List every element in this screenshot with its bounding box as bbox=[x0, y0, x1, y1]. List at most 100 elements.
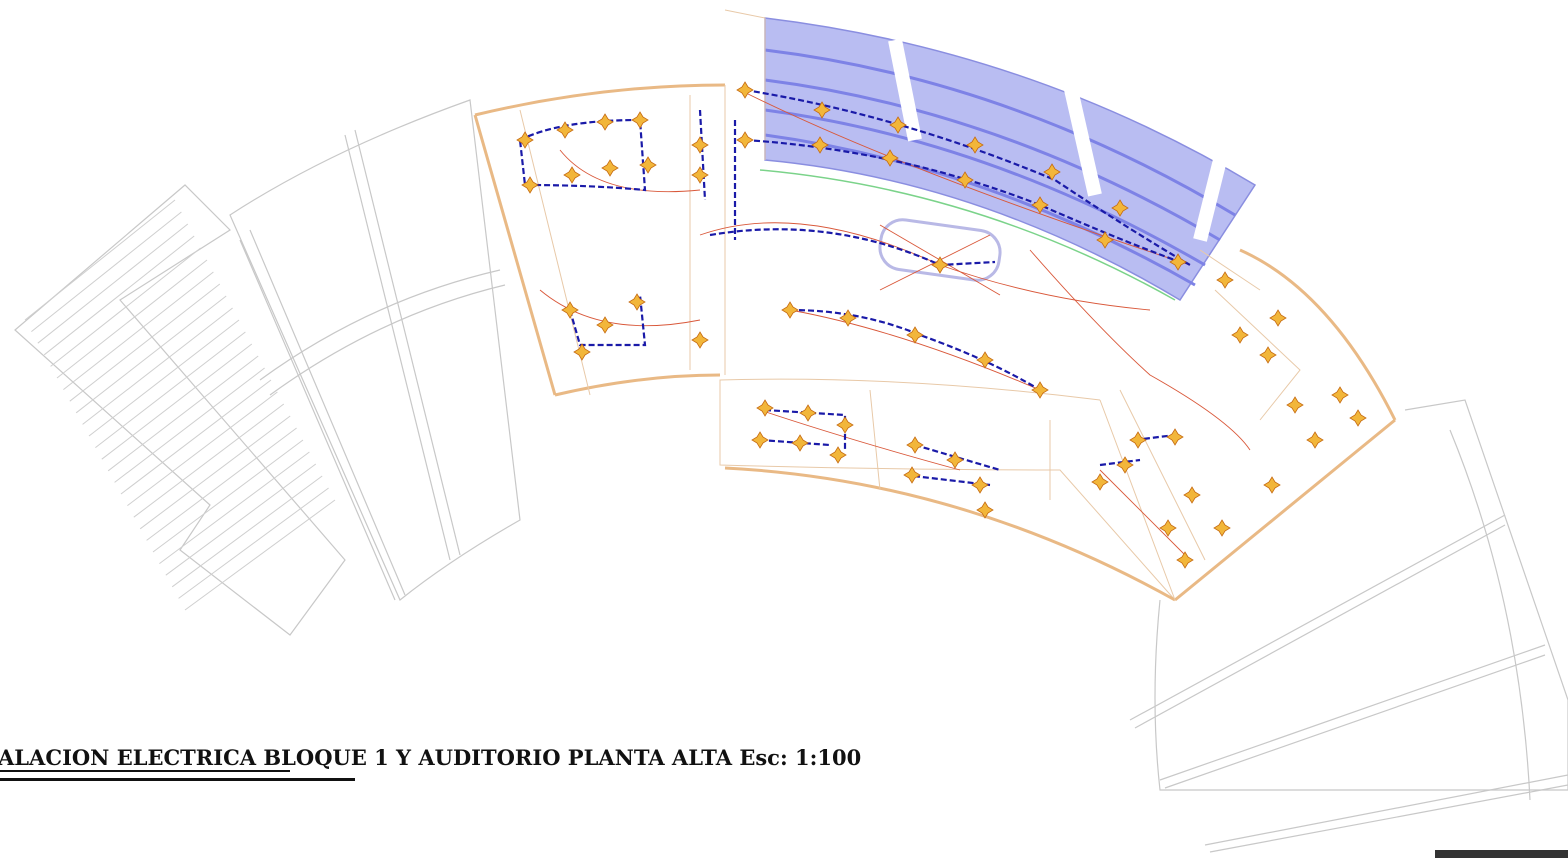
light-fixture bbox=[596, 316, 614, 334]
stair-rung bbox=[152, 439, 304, 553]
stair-rung bbox=[184, 499, 336, 611]
light-fixture bbox=[596, 113, 614, 131]
light-fixture bbox=[813, 101, 831, 119]
light-fixture bbox=[1231, 326, 1249, 344]
light-fixture bbox=[573, 343, 591, 361]
stair-rung bbox=[114, 367, 265, 483]
light-fixture bbox=[1031, 196, 1049, 214]
stair-rung bbox=[120, 379, 272, 495]
light-fixture bbox=[756, 399, 774, 417]
light-fixture bbox=[691, 331, 709, 349]
stair-rung bbox=[75, 295, 227, 414]
light-fixture bbox=[839, 309, 857, 327]
stair-rung bbox=[133, 403, 285, 518]
light-fixture bbox=[1176, 551, 1194, 569]
stair-rungs bbox=[24, 199, 336, 611]
stair-rung bbox=[107, 355, 259, 472]
light-fixture bbox=[906, 326, 924, 344]
light-fixture bbox=[1169, 253, 1187, 271]
stair-rung bbox=[69, 283, 221, 402]
stair-rung bbox=[95, 331, 246, 448]
main-block bbox=[473, 9, 1397, 602]
light-fixture bbox=[829, 446, 847, 464]
light-fixture bbox=[906, 436, 924, 454]
light-fixture bbox=[751, 431, 769, 449]
light-fixture bbox=[516, 131, 534, 149]
title-underline bbox=[0, 778, 355, 781]
light-fixture bbox=[811, 136, 829, 154]
light-fixture bbox=[601, 159, 619, 177]
light-fixture bbox=[799, 404, 817, 422]
circuits bbox=[518, 88, 1191, 487]
stair-rung bbox=[159, 451, 310, 565]
stair-rung bbox=[178, 487, 329, 599]
stair-rung bbox=[82, 307, 233, 425]
light-fixture bbox=[1213, 519, 1231, 537]
light-fixture bbox=[781, 301, 799, 319]
light-fixture bbox=[1096, 231, 1114, 249]
light-fixture bbox=[1269, 309, 1287, 327]
light-fixture bbox=[1263, 476, 1281, 494]
stair-rung bbox=[165, 463, 317, 576]
stair-rung bbox=[139, 415, 291, 530]
auditorium-seating bbox=[759, 17, 1257, 302]
stair-rung bbox=[63, 271, 214, 390]
stair-rung bbox=[146, 427, 297, 541]
light-fixture bbox=[1116, 456, 1134, 474]
light-fixture bbox=[976, 501, 994, 519]
light-fixture bbox=[791, 434, 809, 452]
drawing-title: ALACION ELECTRICA BLOQUE 1 Y AUDITORIO P… bbox=[0, 745, 861, 770]
stamp bbox=[1435, 850, 1568, 858]
light-fixture bbox=[1286, 396, 1304, 414]
light-fixture bbox=[1111, 199, 1129, 217]
stair-rung bbox=[127, 391, 278, 506]
title-block: ALACION ELECTRICA BLOQUE 1 Y AUDITORIO P… bbox=[0, 745, 1568, 858]
light-fixture bbox=[976, 351, 994, 369]
light-fixture bbox=[1031, 381, 1049, 399]
light-fixture bbox=[1331, 386, 1349, 404]
light-fixture bbox=[691, 166, 709, 184]
stair-rung bbox=[56, 259, 208, 379]
light-fixture bbox=[966, 136, 984, 154]
light-fixture bbox=[1306, 431, 1324, 449]
light-fixture bbox=[691, 136, 709, 154]
light-fixture bbox=[521, 176, 539, 194]
light-fixture bbox=[836, 416, 854, 434]
right-wing bbox=[1129, 399, 1568, 853]
stair-rung bbox=[50, 247, 201, 367]
light-fixture bbox=[639, 156, 657, 174]
light-fixture bbox=[1216, 271, 1234, 289]
light-fixture bbox=[971, 476, 989, 494]
light-fixture bbox=[1349, 409, 1367, 427]
light-fixture bbox=[556, 121, 574, 139]
light-fixture bbox=[881, 149, 899, 167]
light-fixture bbox=[628, 293, 646, 311]
stair-rung bbox=[171, 475, 323, 588]
light-fixture bbox=[1166, 428, 1184, 446]
light-fixtures bbox=[516, 81, 1367, 569]
stair-rung bbox=[101, 343, 253, 460]
light-fixture bbox=[889, 116, 907, 134]
light-fixture bbox=[1129, 431, 1147, 449]
title-underline bbox=[0, 770, 290, 772]
left-wing bbox=[14, 99, 521, 636]
wiring bbox=[539, 89, 1251, 561]
light-fixture bbox=[931, 256, 949, 274]
light-fixture bbox=[563, 166, 581, 184]
stair-rung bbox=[43, 235, 195, 356]
light-fixture bbox=[1043, 163, 1061, 181]
light-fixture bbox=[1091, 473, 1109, 491]
light-fixture bbox=[956, 171, 974, 189]
light-fixture bbox=[1259, 346, 1277, 364]
light-fixture bbox=[1183, 486, 1201, 504]
light-fixture bbox=[1159, 519, 1177, 537]
light-fixture bbox=[736, 81, 754, 99]
light-fixture bbox=[561, 301, 579, 319]
light-fixture bbox=[946, 451, 964, 469]
stair-rung bbox=[24, 199, 176, 321]
light-fixture bbox=[736, 131, 754, 149]
stair-rung bbox=[37, 223, 189, 344]
stair-rung bbox=[31, 211, 182, 332]
